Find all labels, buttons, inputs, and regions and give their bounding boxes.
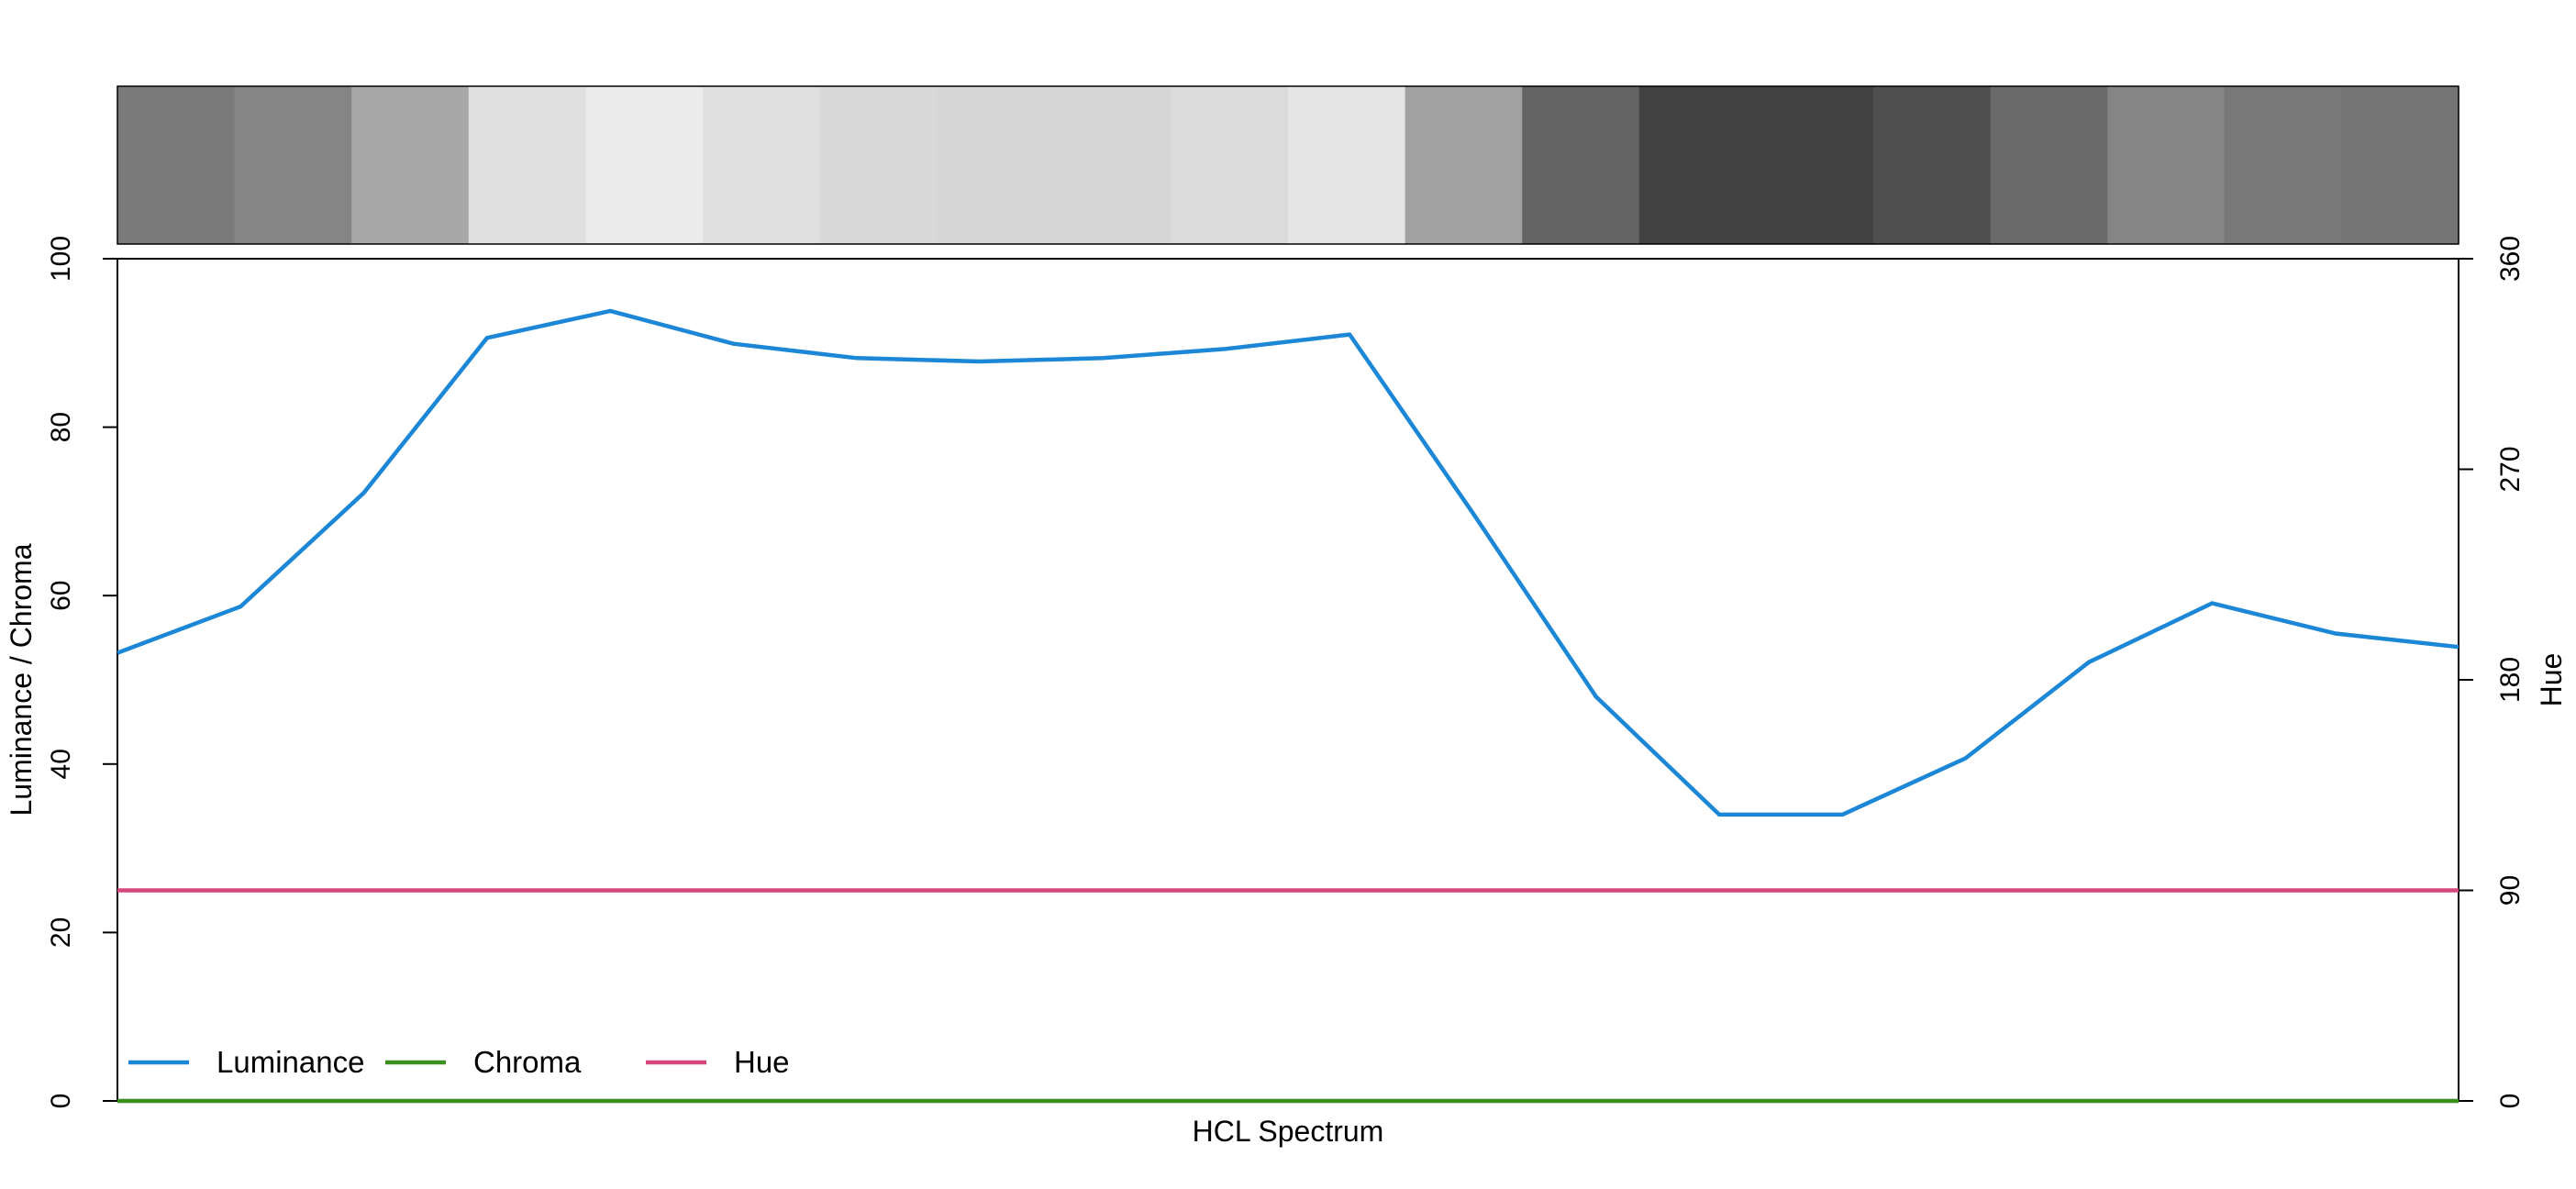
left-y-axis-title: Luminance / Chroma (5, 543, 38, 816)
left-y-axis: 0 20 40 60 80 100 (46, 236, 117, 1108)
color-swatch (1638, 86, 1757, 244)
right-axis-tick-label: 0 (2495, 1094, 2526, 1109)
right-axis-tick-label: 180 (2495, 657, 2526, 703)
color-swatch (351, 86, 470, 244)
swatch-strip-border (117, 85, 2459, 245)
legend: Luminance Chroma Hue (128, 1045, 790, 1079)
left-axis-tick-label: 20 (46, 917, 76, 948)
color-swatch (2341, 86, 2459, 244)
right-axis-tick-label: 360 (2495, 236, 2526, 282)
color-swatch (1171, 86, 1289, 244)
color-swatch (1053, 86, 1171, 244)
legend-label-chroma: Chroma (473, 1045, 582, 1079)
left-axis-tick-label: 80 (46, 412, 76, 442)
plot-frame (117, 258, 2459, 1102)
color-swatch (1873, 86, 1992, 244)
color-swatch (585, 86, 704, 244)
left-axis-tick-label: 0 (46, 1094, 76, 1109)
legend-label-luminance: Luminance (217, 1045, 364, 1079)
color-swatch (1990, 86, 2108, 244)
color-swatch (937, 86, 1055, 244)
color-swatch (234, 86, 352, 244)
x-axis-title: HCL Spectrum (1193, 1115, 1384, 1148)
color-swatch (1522, 86, 1640, 244)
color-swatch (2224, 86, 2342, 244)
color-swatch (468, 86, 586, 244)
color-swatch (117, 86, 236, 244)
left-axis-tick-label: 100 (46, 236, 76, 282)
color-swatch (819, 86, 938, 244)
color-swatch (703, 86, 821, 244)
color-swatch (1288, 86, 1406, 244)
color-swatch (1405, 86, 1523, 244)
color-swatch (2107, 86, 2226, 244)
right-y-axis-title: Hue (2535, 653, 2568, 707)
legend-label-hue: Hue (734, 1045, 790, 1079)
right-axis-tick-label: 270 (2495, 446, 2526, 492)
color-swatch-strip (117, 86, 2459, 244)
right-axis-tick-label: 90 (2495, 875, 2526, 906)
right-y-axis: 0 90 180 270 360 (2459, 236, 2526, 1108)
series-line-luminance (117, 308, 2459, 817)
color-swatch (1756, 86, 1874, 244)
left-axis-tick-label: 40 (46, 749, 76, 779)
series-lines (117, 308, 2459, 1104)
left-axis-tick-label: 60 (46, 581, 76, 611)
